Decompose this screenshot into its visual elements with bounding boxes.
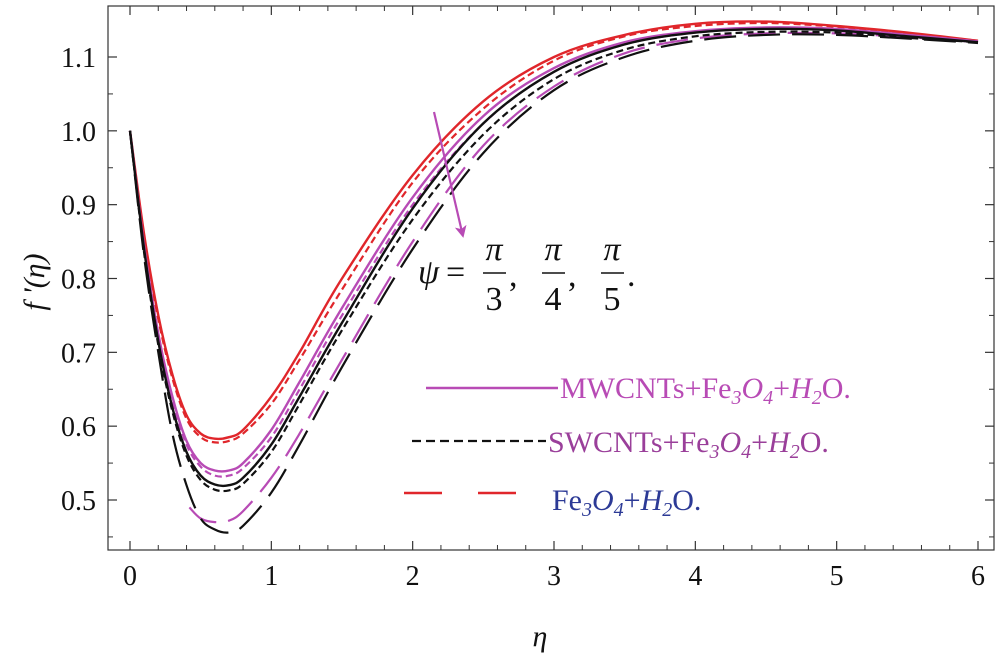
legend-mwcnts-p2: O bbox=[742, 372, 764, 405]
y-tick-label: 1.0 bbox=[61, 117, 96, 148]
y-tick-label: 0.7 bbox=[61, 338, 96, 369]
legend-mwcnts-p4: + bbox=[773, 372, 790, 405]
legend-swcnts-p5: H bbox=[767, 426, 792, 459]
legend-fe3o4-p3: 4 bbox=[614, 499, 624, 521]
legend: MWCNTs+Fe3O4+H2O. SWCNTs+Fe3O4+H2O. Fe3O… bbox=[404, 372, 851, 521]
psi-annotation: ψ = π 3 , π 4 , π 5 . bbox=[418, 231, 636, 318]
y-axis-label: f '(η) bbox=[18, 253, 51, 310]
x-axis-label: η bbox=[533, 620, 548, 653]
y-tick-label: 0.8 bbox=[61, 265, 96, 296]
legend-mwcnts-p7: O. bbox=[822, 372, 851, 405]
y-tick-label: 1.1 bbox=[61, 43, 96, 74]
legend-fe3o4-p2: O bbox=[592, 484, 614, 517]
annotation-arrow bbox=[432, 111, 467, 238]
legend-fe3o4-p4: + bbox=[624, 484, 641, 517]
legend-swcnts-p1: 3 bbox=[709, 441, 720, 463]
annotation-den-1: 3 bbox=[486, 281, 503, 318]
y-tick-label: 0.9 bbox=[61, 191, 96, 222]
legend-mwcnts-p6: 2 bbox=[812, 387, 822, 409]
series-line-4 bbox=[188, 31, 979, 524]
y-tick-label: 0.5 bbox=[61, 486, 96, 517]
annotation-num-2: π bbox=[544, 231, 562, 268]
legend-mwcnts-p0: MWCNTs+Fe bbox=[560, 372, 732, 405]
legend-swcnts-p6: 2 bbox=[790, 441, 800, 463]
legend-swcnts-p0: SWCNTs+Fe bbox=[548, 426, 710, 459]
legend-fe3o4-p1: 3 bbox=[581, 499, 592, 521]
series-line-6 bbox=[128, 30, 979, 493]
legend-mwcnts-p5: H bbox=[789, 372, 814, 405]
annotation-eq: = bbox=[446, 254, 465, 291]
legend-swcnts-p3: 4 bbox=[741, 441, 751, 463]
y-axis-ticks: 0.5 0.6 0.7 0.8 0.9 1.0 1.1 bbox=[61, 43, 994, 538]
x-tick-label: 5 bbox=[830, 561, 844, 592]
legend-swcnts-p7: O. bbox=[800, 426, 829, 459]
annotation-sep-2: , bbox=[568, 257, 577, 294]
legend-mwcnts-p1: 3 bbox=[731, 387, 742, 409]
series-layer bbox=[128, 20, 979, 534]
annotation-num-1: π bbox=[485, 231, 503, 268]
y-tick-label: 0.6 bbox=[61, 412, 96, 443]
x-tick-label: 2 bbox=[406, 561, 420, 592]
legend-fe3o4-p0: Fe bbox=[552, 484, 582, 517]
annotation-lhs: ψ bbox=[418, 254, 440, 291]
x-tick-label: 0 bbox=[123, 561, 137, 592]
legend-fe3o4-p7: O. bbox=[672, 484, 701, 517]
series-line-1 bbox=[128, 21, 979, 444]
legend-swcnts-p2: O bbox=[720, 426, 742, 459]
annotation-den-3: 5 bbox=[604, 281, 621, 318]
legend-fe3o4-p6: 2 bbox=[662, 499, 672, 521]
x-tick-label: 4 bbox=[688, 561, 702, 592]
legend-label-swcnts: SWCNTs+Fe3O4+H2O. bbox=[548, 426, 829, 463]
annotation-sep-3: . bbox=[627, 257, 636, 294]
legend-fe3o4-p5: H bbox=[640, 484, 665, 517]
annotation-den-2: 4 bbox=[545, 281, 562, 318]
legend-mwcnts-p3: 4 bbox=[763, 387, 773, 409]
legend-label-mwcnts: MWCNTs+Fe3O4+H2O. bbox=[560, 372, 851, 409]
x-tick-label: 3 bbox=[547, 561, 561, 592]
legend-label-fe3o4: Fe3O4+H2O. bbox=[552, 484, 701, 521]
x-tick-label: 1 bbox=[264, 561, 278, 592]
legend-swcnts-p4: + bbox=[751, 426, 768, 459]
annotation-num-3: π bbox=[603, 231, 621, 268]
x-tick-label: 6 bbox=[971, 561, 985, 592]
annotation-sep-1: , bbox=[509, 257, 518, 294]
